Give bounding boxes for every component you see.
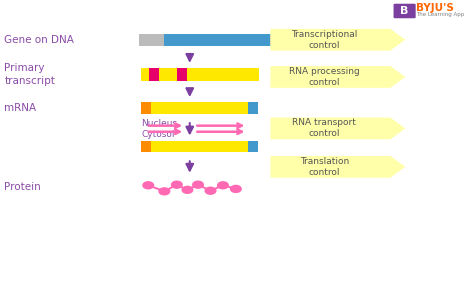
FancyBboxPatch shape [141,141,152,152]
Circle shape [218,182,228,189]
FancyBboxPatch shape [141,68,259,81]
Polygon shape [271,156,405,178]
Text: Transcriptional
control: Transcriptional control [291,30,357,50]
Text: Gene on DNA: Gene on DNA [4,35,74,45]
Text: BYJU'S: BYJU'S [416,3,454,13]
Text: Nucleus: Nucleus [141,119,177,128]
FancyBboxPatch shape [152,141,248,152]
Text: mRNA: mRNA [4,103,36,113]
FancyBboxPatch shape [248,102,258,114]
Circle shape [143,182,154,189]
Text: Cytosol: Cytosol [141,130,175,139]
Text: RNA transport
control: RNA transport control [292,118,356,138]
Circle shape [159,188,170,195]
FancyBboxPatch shape [149,68,159,81]
Text: The Learning App: The Learning App [416,12,464,17]
FancyBboxPatch shape [393,4,416,18]
Circle shape [182,186,193,193]
Polygon shape [271,66,405,88]
Polygon shape [271,118,405,139]
Circle shape [230,185,241,192]
Circle shape [172,181,182,188]
Text: Protein: Protein [4,182,41,192]
FancyBboxPatch shape [177,68,187,81]
Text: RNA processing
control: RNA processing control [289,67,360,87]
FancyBboxPatch shape [152,102,248,114]
Text: B: B [401,6,409,16]
Text: Primary
transcript: Primary transcript [4,63,55,86]
FancyBboxPatch shape [139,34,164,47]
FancyBboxPatch shape [164,34,271,47]
Polygon shape [271,29,405,51]
FancyBboxPatch shape [271,34,296,47]
Circle shape [193,181,203,188]
FancyBboxPatch shape [248,141,258,152]
Text: Translation
control: Translation control [300,157,349,177]
Circle shape [205,187,216,194]
FancyBboxPatch shape [141,102,152,114]
